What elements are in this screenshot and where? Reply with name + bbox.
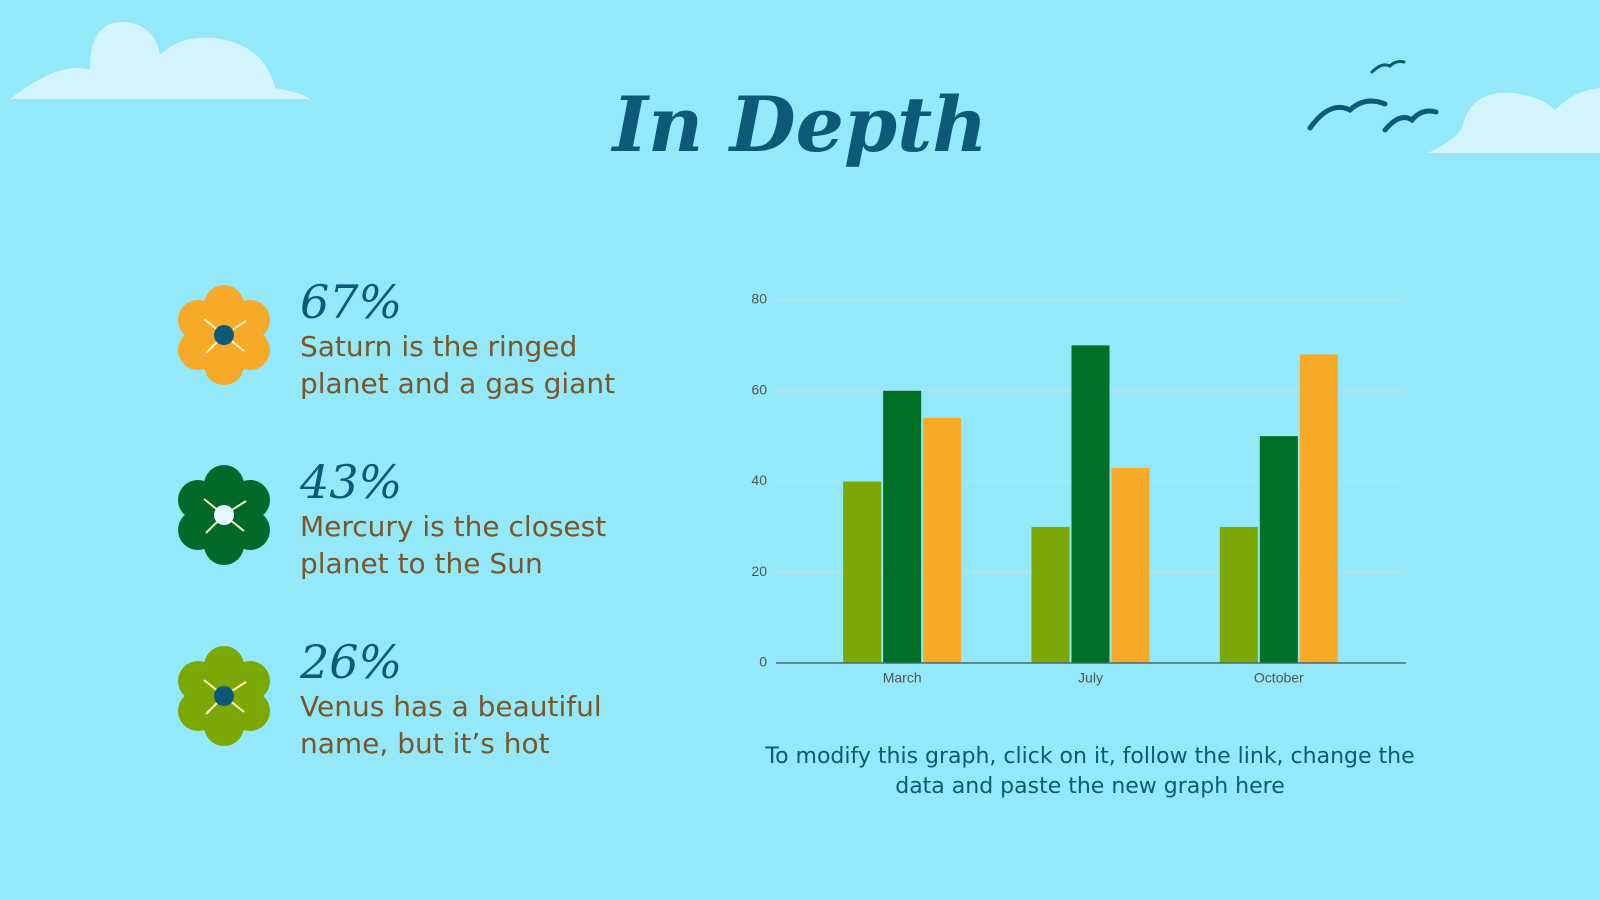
y-tick-label: 0 xyxy=(759,654,767,670)
slide-title: In Depth xyxy=(612,80,988,169)
flower xyxy=(178,465,270,565)
x-tick-label: October xyxy=(1254,670,1304,686)
bar xyxy=(883,390,922,663)
cloud xyxy=(1428,88,1600,153)
x-tick-label: March xyxy=(883,670,922,686)
y-tick-label: 20 xyxy=(751,563,767,579)
x-tick-label: July xyxy=(1078,670,1103,686)
bar xyxy=(1071,345,1110,663)
stat-value: 26% xyxy=(300,635,403,689)
y-tick-label: 40 xyxy=(751,472,767,488)
bar xyxy=(1031,526,1070,663)
flowers xyxy=(178,285,270,746)
bar xyxy=(1219,526,1258,663)
stat: 26% Venus has a beautiful name, but it’s… xyxy=(300,636,640,762)
chart-note: To modify this graph, click on it, follo… xyxy=(765,744,1415,799)
y-tick-label: 80 xyxy=(751,291,767,307)
chart: 0 20 40 60 80 March July October xyxy=(751,291,1406,686)
stat: 67% Saturn is the ringed planet and a ga… xyxy=(300,276,640,402)
stat-value: 43% xyxy=(300,455,403,509)
bar xyxy=(1299,354,1338,663)
stat: 43% Mercury is the closest planet to the… xyxy=(300,456,640,582)
bar xyxy=(923,417,962,663)
bar xyxy=(1111,467,1150,663)
bar xyxy=(1259,436,1298,663)
bird xyxy=(1382,108,1439,133)
flower xyxy=(178,285,270,385)
bar xyxy=(843,481,882,663)
decor xyxy=(10,21,1600,153)
cloud xyxy=(10,21,310,99)
stat-text: Saturn is the ringed planet and a gas gi… xyxy=(300,330,616,400)
birds xyxy=(1307,60,1439,133)
stat-text: Mercury is the closest planet to the Sun xyxy=(300,510,607,580)
stat-value: 67% xyxy=(300,275,403,329)
y-tick-label: 60 xyxy=(751,381,767,397)
bird xyxy=(1307,98,1388,131)
bird xyxy=(1370,60,1406,74)
flower xyxy=(178,646,270,746)
stat-text: Venus has a beautiful name, but it’s hot xyxy=(300,690,602,760)
